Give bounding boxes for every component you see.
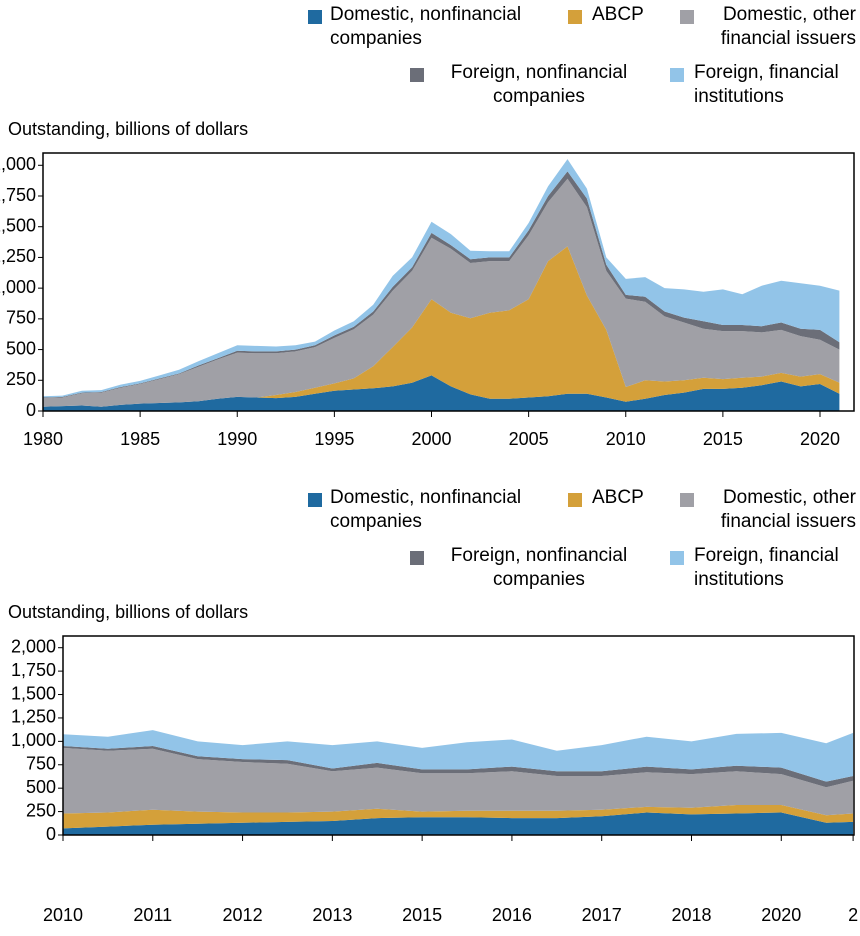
x-tick-label: 2020 [761,905,801,925]
y-tick-label: 1,250 [0,246,36,266]
legend-swatch [568,10,582,24]
x-tick-label: 2010 [43,905,83,925]
x-tick-label: 1990 [217,429,257,449]
legend-swatch [568,493,582,507]
area [63,730,854,782]
x-tick-label: 2018 [671,905,711,925]
y-tick-label: 2,000 [0,154,36,174]
y-tick-label: 750 [6,308,36,328]
legend-swatch [670,551,684,565]
area [63,747,854,816]
y-tick-label: 0 [26,400,36,420]
legend-swatch [308,10,322,24]
y-tick-label: 1,500 [11,683,56,703]
y-axis-label: Outstanding, billions of dollars [8,119,248,139]
y-tick-label: 500 [26,777,56,797]
x-tick-label: 2015 [402,905,442,925]
plot-frame [42,152,855,412]
x-tick-label: 1980 [23,429,63,449]
y-tick-label: 1,500 [0,215,36,235]
x-tick-label: 2 [848,905,858,925]
x-tick-label: 2013 [312,905,352,925]
x-tick-label: 2000 [411,429,451,449]
y-tick-label: 1,000 [0,277,36,297]
legend-swatch [680,493,694,507]
y-tick-label: 2,000 [11,636,56,656]
x-tick-label: 2015 [703,429,743,449]
area [43,375,840,411]
x-tick-label: 2016 [492,905,532,925]
y-tick-label: 250 [26,800,56,820]
legend-label: Foreign, nonfinancial companies [450,62,628,107]
y-tick-label: 0 [46,824,56,844]
area [63,805,854,829]
plot-frame [62,635,855,836]
legend-swatch [308,493,322,507]
x-tick-label: 2010 [606,429,646,449]
legend-label: ABCP [592,487,644,508]
y-tick-label: 750 [26,754,56,774]
legend-label: Domestic, other financial issuers [720,4,856,49]
legend-label: Foreign, financial institutions [694,545,839,590]
legend-swatch [680,10,694,24]
y-tick-label: 1,750 [0,185,36,205]
x-tick-label: 2005 [509,429,549,449]
legend-swatch [410,68,424,82]
x-tick-label: 2012 [223,905,263,925]
y-tick-label: 1,750 [11,660,56,680]
legend-label: ABCP [592,4,644,25]
y-tick-label: 250 [6,369,36,389]
area [43,246,840,407]
y-tick-label: 1,000 [11,730,56,750]
x-tick-label: 1985 [120,429,160,449]
legend-swatch [410,551,424,565]
legend-label: Domestic, other financial issuers [720,487,856,532]
legend-label: Foreign, financial institutions [694,62,839,107]
legend-label: Foreign, nonfinancial companies [450,545,628,590]
y-tick-label: 500 [6,338,36,358]
x-tick-label: 2011 [133,905,172,925]
x-tick-label: 2017 [582,905,622,925]
area [43,178,840,407]
legend-swatch [670,68,684,82]
area [63,812,854,835]
y-tick-label: 1,250 [11,707,56,727]
legend-label: Domestic, nonfinancial companies [330,487,522,532]
x-tick-label: 1995 [314,429,354,449]
y-axis-label: Outstanding, billions of dollars [8,602,248,622]
legend-label: Domestic, nonfinancial companies [330,4,522,49]
x-tick-label: 2020 [800,429,840,449]
